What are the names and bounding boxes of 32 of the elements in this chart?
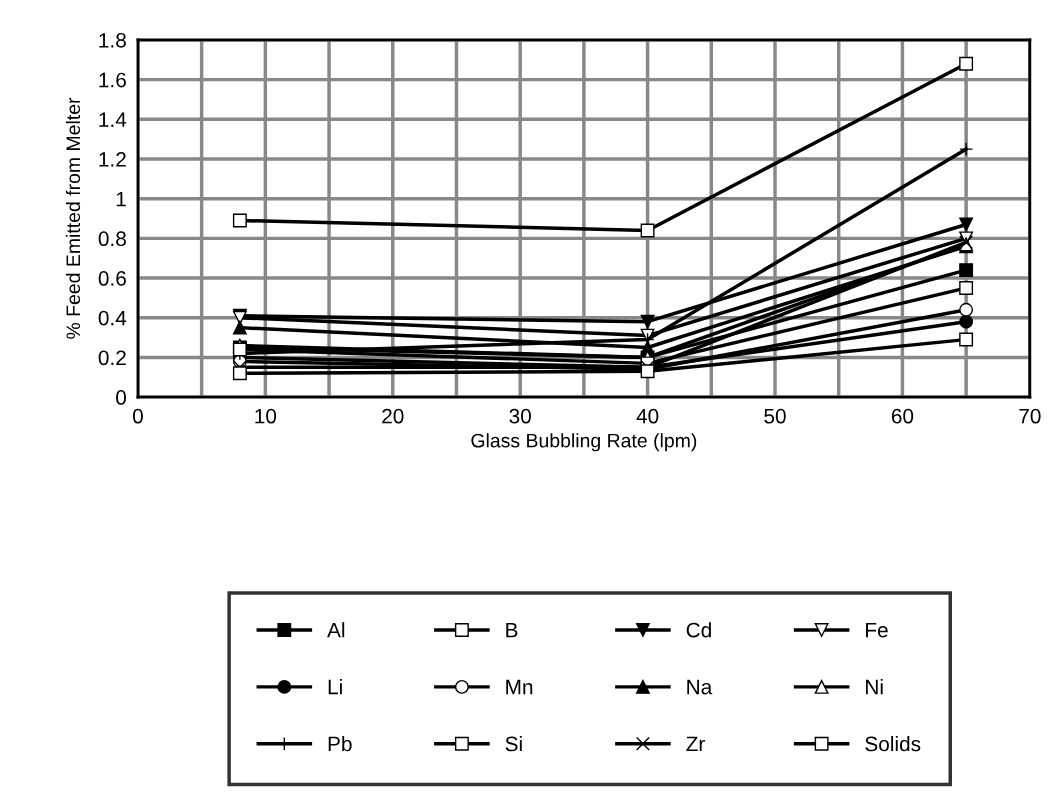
legend-label: Zr xyxy=(686,736,705,752)
x-tick-label: 70 xyxy=(1019,408,1041,424)
legend-label: Fe xyxy=(866,622,888,638)
legend-label: B xyxy=(506,622,518,638)
legend-label: Cd xyxy=(686,622,711,638)
legend-label: Pb xyxy=(328,736,352,752)
y-tick-label: 0 xyxy=(116,390,127,405)
legend-label: Mn xyxy=(506,679,533,695)
legend-label: Na xyxy=(687,679,713,695)
x-tick-label: 30 xyxy=(509,408,531,424)
y-tick-label: 1.2 xyxy=(99,152,126,167)
y-tick-label: 0.8 xyxy=(98,231,126,247)
x-axis-title: Glass Bubbling Rate (lpm) xyxy=(471,433,697,452)
x-tick-label: 50 xyxy=(764,408,786,424)
legend-label: Li xyxy=(328,679,342,695)
y-tick-label: 0.4 xyxy=(98,310,127,326)
x-tick-label: 60 xyxy=(891,408,914,424)
y-tick-label: 1.4 xyxy=(99,112,127,127)
x-tick-label: 20 xyxy=(382,408,404,424)
legend-label: Si xyxy=(505,736,522,752)
y-axis-title: % Feed Emitted from Melter xyxy=(65,97,81,339)
legend-label: Ni xyxy=(866,679,883,695)
legend-label: Al xyxy=(327,622,345,638)
y-tick-label: 1 xyxy=(116,191,126,207)
x-tick-label: 0 xyxy=(132,408,143,424)
x-tick-label: 40 xyxy=(636,408,659,424)
legend-label: Solids xyxy=(865,736,921,752)
y-tick-label: 0.6 xyxy=(98,271,126,286)
x-tick-label: 10 xyxy=(255,408,277,424)
y-tick-label: 0.2 xyxy=(98,350,126,366)
y-tick-label: 1.8 xyxy=(99,32,126,48)
y-tick-label: 1.6 xyxy=(99,72,126,88)
